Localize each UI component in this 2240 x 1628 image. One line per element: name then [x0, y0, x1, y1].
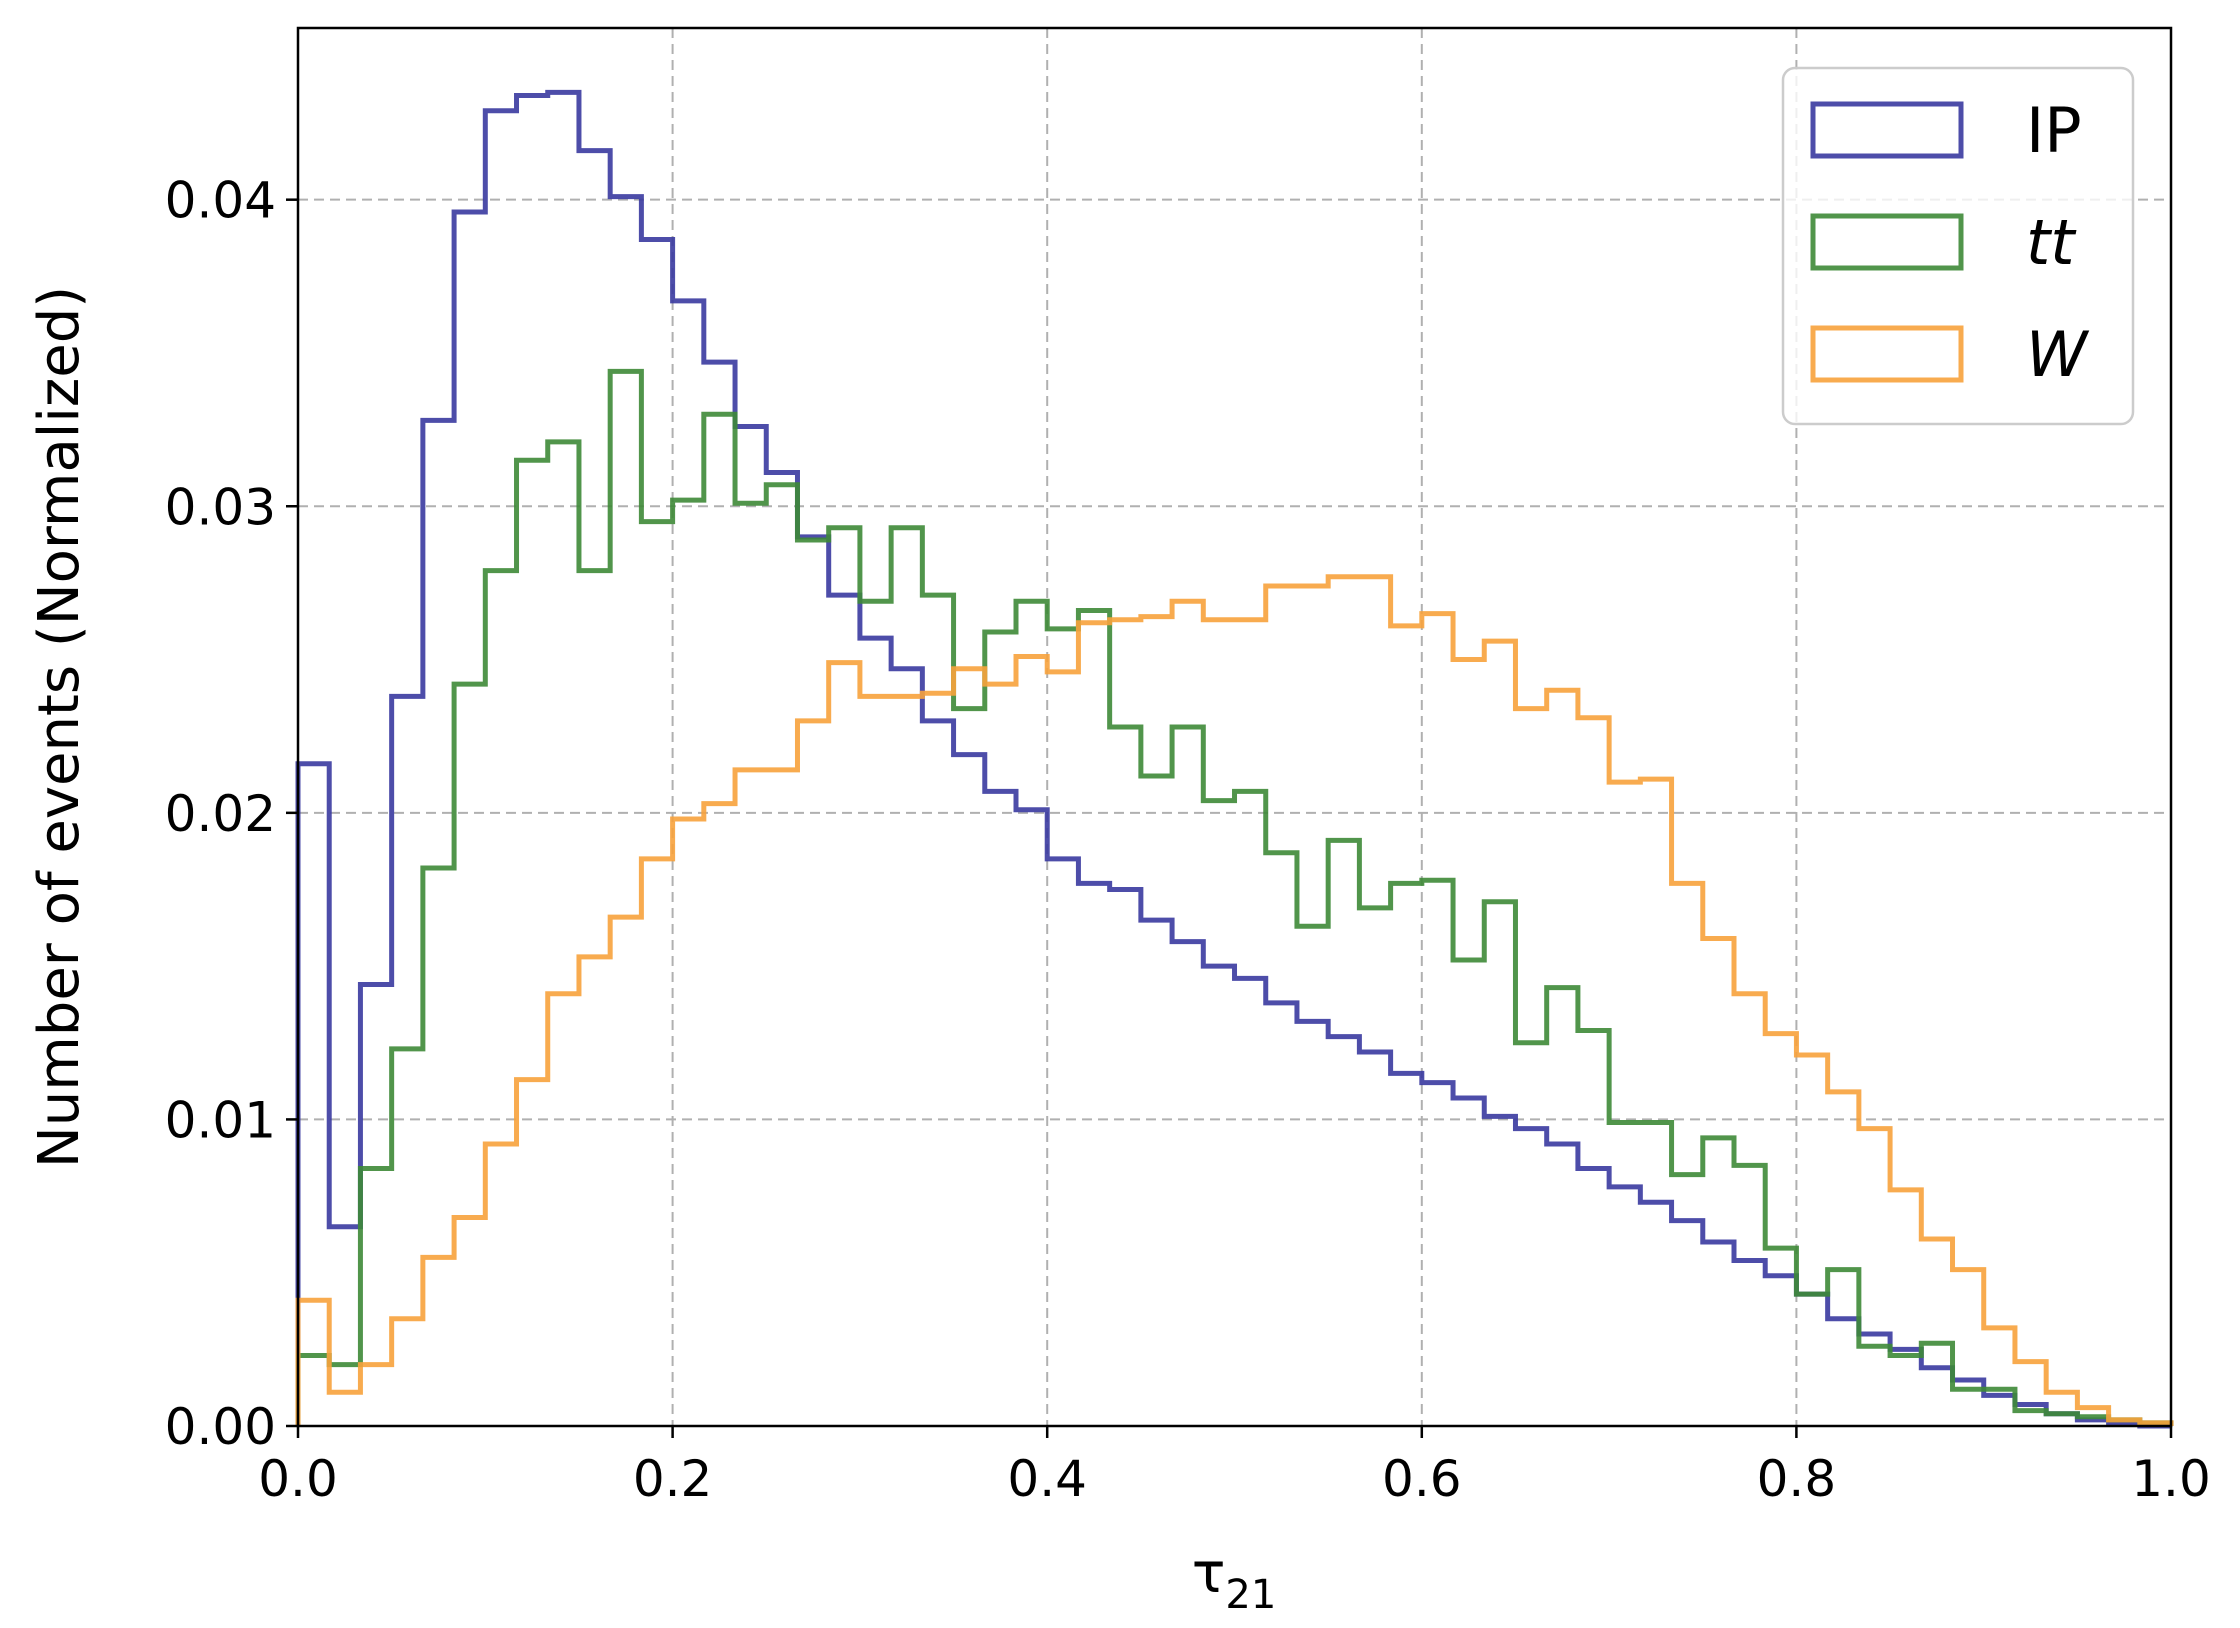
x-axis-title-subscript: 21	[1225, 1572, 1276, 1618]
legend-label-w: W	[2026, 318, 2090, 391]
legend: IP tt W	[1781, 66, 2135, 426]
legend-swatch-ip	[1810, 101, 1964, 159]
x-tick-label: 1.0	[2131, 1450, 2211, 1508]
x-tick-label: 0.6	[1382, 1450, 1462, 1508]
axis-ticks: 0.0 0.2 0.4 0.6 0.8 1.0 0.00 0.01 0.02 0.03 0.04	[165, 172, 2211, 1508]
y-tick-label: 0.01	[165, 1091, 276, 1149]
plot-series	[295, 89, 2174, 1429]
y-tick-label: 0.04	[165, 172, 276, 230]
legend-swatch-w	[1810, 325, 1964, 383]
legend-label-ip: IP	[2026, 94, 2082, 167]
plot-area-frame	[296, 26, 2173, 1428]
x-axis-title: τ21	[1192, 1541, 1277, 1618]
x-tick-label: 0.8	[1757, 1450, 1837, 1508]
x-axis-title-symbol: τ	[1192, 1541, 1226, 1606]
series-tt-histogram	[295, 368, 2174, 1426]
x-tick-label: 0.4	[1007, 1450, 1087, 1508]
x-tick-label: 0.0	[258, 1450, 338, 1508]
y-tick-label: 0.00	[165, 1398, 276, 1456]
legend-label-tt: tt	[2026, 206, 2077, 279]
legend-swatch-tt	[1810, 213, 1964, 271]
series-w-histogram	[295, 574, 2174, 1426]
y-tick-label: 0.02	[165, 785, 276, 843]
y-axis-title: Number of events (Normalized)	[27, 286, 92, 1168]
y-tick-label: 0.03	[165, 478, 276, 536]
x-tick-label: 0.2	[633, 1450, 713, 1508]
